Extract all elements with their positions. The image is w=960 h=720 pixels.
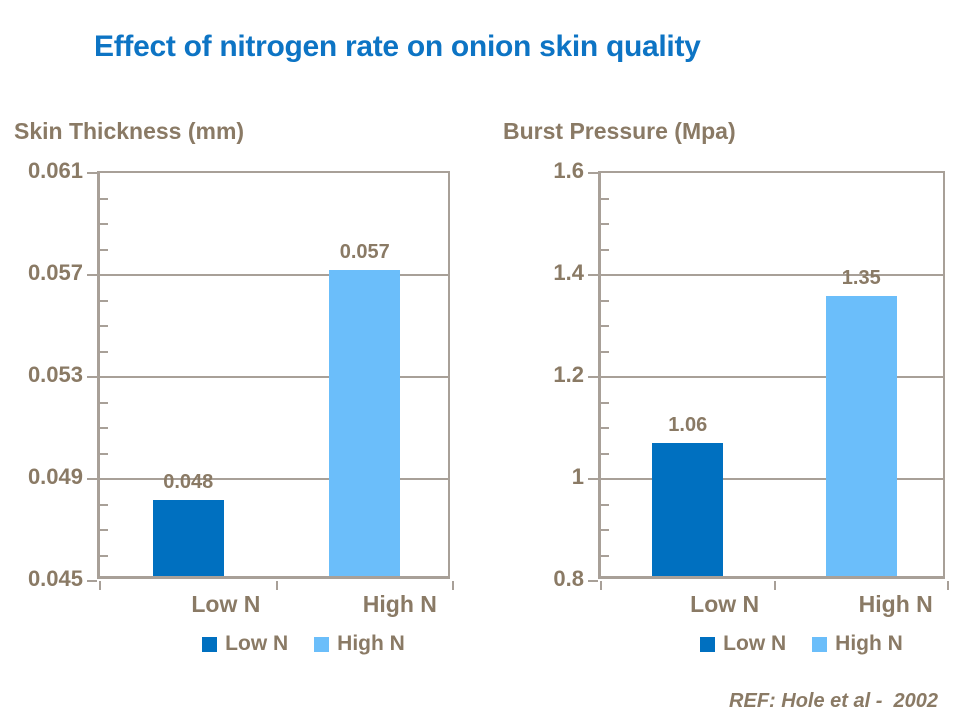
plot-area: 1.06 1.35 (588, 171, 949, 590)
y-minor-tick (100, 223, 108, 225)
x-axis-tick (275, 581, 278, 590)
bar-value-label: 1.06 (668, 414, 708, 437)
y-minor-tick (100, 350, 108, 353)
bar-high-n (329, 270, 401, 576)
chart-skin-thickness: Skin Thickness (mm) 0.061 0.057 0.053 0.049… (0, 118, 480, 708)
y-minor-tick (100, 248, 108, 251)
bar-high-n (825, 295, 897, 576)
gridline (601, 274, 943, 276)
y-minor-tick (100, 503, 108, 506)
y-tick-label: 0.053 (27, 362, 83, 387)
y-minor-tick (100, 529, 108, 531)
x-axis-labels: Low N High N (97, 591, 450, 621)
gridline (601, 478, 943, 480)
y-tick-label: 0.8 (553, 566, 584, 591)
y-major-tick (87, 274, 97, 276)
x-axis-labels: Low N High N (598, 591, 945, 621)
plot-area: 0.048 0.057 (87, 171, 454, 590)
legend: Low N High N (154, 632, 454, 656)
legend-label-high-n: High N (835, 632, 903, 655)
y-minor-tick (100, 197, 108, 200)
y-major-tick (588, 580, 598, 582)
legend-item-low-n: Low N (700, 632, 786, 656)
y-tick-label: 0.049 (27, 464, 83, 489)
y-minor-tick (100, 427, 108, 429)
y-axis-labels: 0.061 0.057 0.053 0.049 0.045 (0, 118, 83, 598)
bar-value-label: 0.048 (163, 470, 214, 493)
x-category-label-high-n: High N (858, 591, 933, 617)
x-category-label-high-n: High N (362, 591, 437, 617)
y-minor-tick (601, 223, 609, 225)
y-minor-tick (601, 452, 609, 455)
y-minor-tick (601, 197, 609, 200)
y-minor-tick (601, 350, 609, 353)
bar-value-label: 0.057 (339, 241, 390, 263)
y-tick-label: 1.6 (553, 158, 584, 183)
x-axis-tick (600, 581, 602, 590)
y-major-tick (87, 376, 97, 378)
legend-swatch-low-n (700, 636, 716, 652)
y-tick-label: 1.4 (553, 260, 584, 285)
bar-low-n (152, 499, 224, 576)
y-major-tick (588, 274, 598, 276)
x-axis-tick (452, 581, 454, 590)
y-major-tick (87, 478, 97, 480)
chart-burst-pressure: Burst Pressure (Mpa) 1.6 1.4 1.2 1 0.8 1.06 1… (480, 118, 960, 708)
x-axis-tick (99, 581, 101, 590)
legend-swatch-low-n (202, 636, 218, 652)
y-major-tick (87, 172, 97, 174)
y-tick-label: 0.061 (27, 158, 83, 183)
y-minor-tick (601, 401, 609, 404)
x-category-label-low-n: Low N (690, 591, 760, 617)
y-minor-tick (601, 299, 609, 302)
y-tick-label: 0.057 (27, 260, 83, 285)
y-minor-tick (100, 452, 108, 455)
y-major-tick (588, 478, 598, 480)
bar-value-label: 1.35 (841, 266, 881, 289)
y-minor-tick (601, 503, 609, 506)
x-axis-tick (773, 581, 776, 590)
y-tick-label: 0.045 (27, 566, 83, 591)
chart-title-skin-thickness: Skin Thickness (mm) (14, 118, 245, 144)
chart-title-burst-pressure: Burst Pressure (Mpa) (503, 118, 736, 144)
legend-label-high-n: High N (337, 632, 405, 655)
y-minor-tick (100, 401, 108, 404)
y-minor-tick (601, 248, 609, 251)
y-tick-label: 1.2 (553, 362, 584, 387)
bar-low-n (652, 443, 724, 576)
y-major-tick (588, 376, 598, 378)
legend-item-high-n: High N (812, 632, 903, 656)
legend-label-low-n: Low N (225, 632, 289, 655)
gridline (100, 376, 448, 378)
y-minor-tick (100, 299, 108, 302)
y-minor-tick (100, 325, 108, 327)
reference-text: REF: Hole et al - 2002 (729, 690, 938, 712)
y-tick-label: 1 (571, 464, 584, 489)
y-minor-tick (601, 529, 609, 531)
y-major-tick (87, 580, 97, 582)
y-minor-tick (601, 325, 609, 327)
legend-item-low-n: Low N (202, 632, 288, 656)
legend: Low N High N (652, 632, 952, 656)
page-title: Effect of nitrogen rate on onion skin qu… (94, 30, 701, 63)
x-axis-tick (947, 581, 949, 590)
legend-swatch-high-n (314, 636, 330, 652)
gridline (100, 478, 448, 480)
legend-swatch-high-n (812, 636, 828, 652)
legend-label-low-n: Low N (723, 632, 787, 655)
gridline (601, 376, 943, 378)
x-category-label-low-n: Low N (191, 591, 261, 617)
y-axis-labels: 1.6 1.4 1.2 1 0.8 (480, 118, 584, 598)
legend-item-high-n: High N (314, 632, 405, 656)
y-minor-tick (601, 427, 609, 429)
y-minor-tick (601, 554, 609, 557)
y-major-tick (588, 172, 598, 174)
gridline (100, 274, 448, 276)
y-minor-tick (100, 554, 108, 557)
